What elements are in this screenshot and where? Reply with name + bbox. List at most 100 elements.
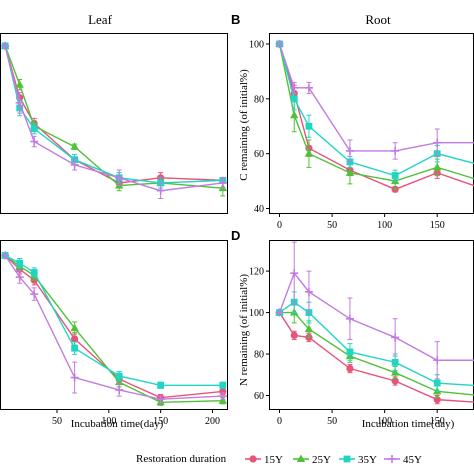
panel-d-xtick-label: 100 [377,416,392,427]
panel-a-line-45Y [4,45,223,192]
panel-c-point-45Y [15,273,24,282]
legend-item-25Y: 25Y [312,454,331,466]
panel-d-ytick-label: 100 [249,308,264,319]
panel-b-point-25Y [433,162,442,171]
panel-a-line-25Y [4,45,223,189]
panel-d-xtick-label: 50 [327,416,337,427]
panel-c-point-45Y [115,385,124,394]
panel-c-frame [0,240,228,410]
panel-b-label: B [231,12,240,27]
panel-d-point-45Y [275,308,284,317]
panel-c-xtick-label: 100 [101,416,116,427]
panel-d-point-35Y [346,348,354,356]
panel-a-point-45Y [30,137,39,146]
panel-a-point-45Y [1,41,10,50]
panel-d-xlabel: Incubation time(day) [362,418,455,430]
panel-c-line-25Y [4,254,223,403]
panel-b-point-35Y [391,172,399,180]
panel-c-xlabel: Incubation time(day) [71,418,164,430]
panel-c-line-35Y [4,254,223,386]
legend-marker-25Y [296,454,306,462]
panel-c-point-45Y [70,373,79,382]
panel-b-point-45Y [304,83,313,92]
legend-item-15Y: 15Y [264,454,283,466]
panel-b-point-45Y [290,83,299,92]
panel-c-point-35Y [219,381,227,389]
panel-d-point-15Y [290,331,298,339]
panel-c-point-35Y [71,344,79,352]
panel-b-frame [269,33,474,214]
panel-c-series-group [0,250,228,406]
panel-b-point-25Y [290,110,299,119]
panel-a-title: Leaf [88,12,112,27]
legend-marker-45Y [388,455,396,463]
panel-b-ytick-label: 80 [254,94,264,105]
panel-c-point-35Y [30,269,38,276]
panel-c-line-45Y [4,255,223,400]
panel-c-point-45Y [1,251,10,260]
panel-a-frame [0,33,228,214]
panel-d-point-15Y [346,364,354,373]
panel-c-point-45Y [218,392,227,401]
panel-b-xtick-label: 100 [377,220,392,231]
legend: 15Y 25Y 35Y 45Y [245,454,422,466]
panel-c-point-15Y [71,335,79,343]
panel-b-point-45Y [275,39,284,48]
panel-c-xtick-label: 150 [153,416,168,427]
panel-b-ylabel: C remaining (of initial%) [238,69,250,181]
panel-a-point-45Y [70,160,79,169]
legend-item-35Y: 35Y [358,454,377,466]
panel-d-point-45Y [433,356,442,365]
panel-c-point-45Y [156,395,165,404]
panel-d-label: D [231,228,240,243]
panel-d-point-45Y [290,269,299,278]
panel-d-point-35Y [391,358,399,366]
panel-b-ytick-label: 100 [249,39,264,50]
panel-b-point-45Y [433,138,442,147]
legend-item-45Y: 45Y [403,454,422,466]
panel-a-point-45Y [218,178,227,187]
legend-marker-15Y [249,455,257,463]
panel-b-xtick-label: 150 [430,220,445,231]
panel-b-point-25Y [304,149,314,157]
panel-c-point-35Y [157,381,165,389]
panel-d-point-45Y [345,314,354,323]
panel-c-point-35Y [16,259,24,267]
panel-c-point-35Y [115,372,123,380]
panel-a-point-45Y [156,186,165,195]
panel-c-point-25Y [70,323,79,332]
panel-d-ytick-label: 120 [249,267,264,278]
panel-d-frame [269,240,474,410]
panel-d-ytick-label: 80 [254,350,264,361]
panel-c-xtick-label: 200 [205,416,220,427]
panel-a-series-group [0,41,228,199]
legend-title: Restoration duration [136,453,227,465]
panel-b-ytick-label: 40 [254,204,264,215]
panel-d-point-45Y [304,287,313,296]
panel-c-xtick-label: 50 [52,416,62,427]
panel-b-title: Root [365,12,391,27]
panel-d-point-25Y [304,324,314,333]
panel-b-point-25Y [345,168,355,176]
panel-b-point-45Y [391,146,400,155]
panel-d-xtick-label: 150 [430,416,445,427]
panel-b-point-35Y [305,122,313,130]
panel-d-xtick-label: 0 [277,416,282,427]
panel-d-ytick-label: 60 [254,391,264,402]
panel-a-point-45Y [115,173,124,182]
panel-a-point-25Y [70,142,79,150]
panel-a-line-35Y [4,45,223,184]
panel-a-point-45Y [15,98,24,107]
panel-b-point-45Y [345,146,354,155]
panel-b-series-group [275,39,474,193]
panel-d-point-25Y [390,368,400,376]
panel-b-ytick-label: 60 [254,149,264,160]
panel-d-point-45Y [391,333,400,342]
panel-b-xtick-label: 50 [327,220,337,231]
panel-b-point-35Y [290,95,298,103]
panel-d-point-35Y [433,379,441,387]
panel-a-point-35Y [30,125,38,133]
panel-a-point-25Y [15,80,24,88]
panel-a-line-15Y [4,45,223,184]
